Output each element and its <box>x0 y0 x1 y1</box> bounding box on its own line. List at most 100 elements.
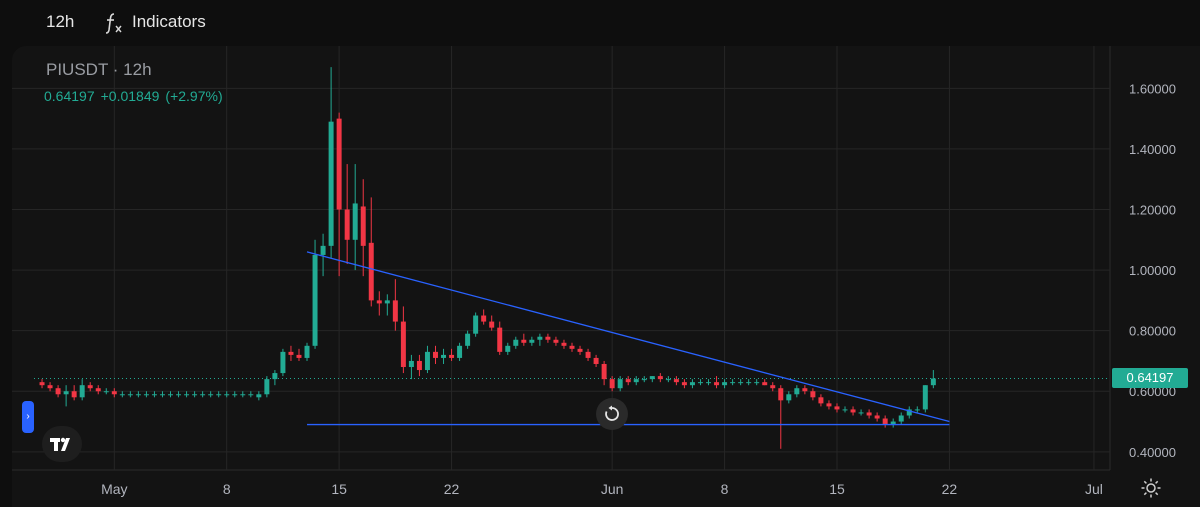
candle-body <box>625 379 631 383</box>
candle-body <box>111 391 117 395</box>
last-price-badge: 0.64197 <box>1112 368 1188 388</box>
candle-body <box>441 354 447 358</box>
candle <box>521 333 527 346</box>
tv-logo-icon <box>50 437 70 451</box>
candle <box>850 406 856 416</box>
indicators-button[interactable]: Indicators <box>132 12 206 31</box>
candle-body <box>376 300 382 304</box>
candle-body <box>71 391 77 398</box>
candle-body <box>449 354 455 358</box>
descending-trendline[interactable] <box>306 251 950 423</box>
candle <box>280 348 286 377</box>
candle <box>47 382 53 392</box>
indicators-icon[interactable] <box>102 11 124 35</box>
y-tick-label: 1.60000 <box>1129 81 1176 96</box>
reset-icon <box>605 405 619 421</box>
candle-body <box>208 394 214 396</box>
candle-body <box>272 373 278 380</box>
candle-body <box>352 203 358 240</box>
candle <box>320 233 326 277</box>
candle-body <box>55 388 61 395</box>
candle <box>433 345 438 364</box>
candle <box>802 385 808 395</box>
candle-body <box>890 421 896 425</box>
candle <box>545 333 551 343</box>
interval-button[interactable]: 12h <box>46 12 75 31</box>
candle-body <box>649 376 655 380</box>
candle <box>312 239 318 349</box>
candle-body <box>481 315 487 322</box>
candle-body <box>497 327 503 352</box>
candle-body <box>850 409 856 413</box>
candle <box>344 164 350 265</box>
candle-body <box>906 409 912 416</box>
candle <box>264 376 270 398</box>
candle-body <box>577 348 583 352</box>
candle-body <box>264 379 270 395</box>
reset-chart-button[interactable] <box>596 398 628 430</box>
candle-body <box>280 351 286 374</box>
candle <box>794 385 800 398</box>
candle-body <box>697 382 703 384</box>
settings-gear-icon[interactable] <box>1140 477 1162 499</box>
expand-panel-handle[interactable]: › <box>22 401 34 433</box>
candle-body <box>232 394 238 396</box>
candle-body <box>473 315 479 334</box>
chart-panel[interactable] <box>12 46 1200 507</box>
candle <box>842 406 848 413</box>
tradingview-logo[interactable] <box>42 426 82 462</box>
candle <box>722 379 728 389</box>
candle-body <box>176 394 182 396</box>
candle-body <box>922 385 928 410</box>
candle <box>392 279 398 331</box>
candle-body <box>95 388 101 392</box>
candle <box>778 385 784 449</box>
x-tick-label: May <box>101 481 127 497</box>
candle <box>762 379 768 386</box>
candle <box>39 379 45 389</box>
candle <box>617 376 623 392</box>
candle-body <box>601 363 607 380</box>
candle-body <box>79 385 85 398</box>
candle <box>224 391 230 398</box>
candle-body <box>818 397 824 404</box>
candle <box>914 406 920 413</box>
candle <box>689 379 695 389</box>
y-tick-label: 0.40000 <box>1129 445 1176 460</box>
y-tick-label: 0.80000 <box>1129 324 1176 339</box>
candle-body <box>617 379 623 389</box>
candle-body <box>457 345 463 358</box>
candle-body <box>87 385 93 389</box>
chevron-right-icon: › <box>26 411 30 422</box>
candle-body <box>368 242 374 301</box>
candle <box>184 391 190 398</box>
candle-body <box>505 345 511 352</box>
candle <box>376 291 382 316</box>
candle-body <box>192 394 198 396</box>
legend-last: 0.64197 <box>44 88 95 104</box>
candle <box>585 348 591 361</box>
candle-body <box>127 394 133 396</box>
candle <box>569 342 575 352</box>
candle <box>810 388 816 401</box>
candle <box>441 348 447 364</box>
candle <box>754 379 760 386</box>
candle <box>930 370 936 389</box>
candle-body <box>465 333 471 346</box>
candle <box>665 376 671 383</box>
candle-body <box>248 394 254 396</box>
candle-body <box>898 415 904 422</box>
candle-body <box>513 339 519 346</box>
y-tick-label: 1.20000 <box>1129 203 1176 218</box>
legend-change-pct: (+2.97%) <box>165 88 223 104</box>
candle <box>746 379 752 386</box>
candle <box>256 391 262 401</box>
candle <box>497 321 503 355</box>
candle-body <box>143 394 149 396</box>
candle-body <box>866 412 872 416</box>
candle-body <box>810 391 816 398</box>
candle <box>481 309 487 325</box>
candle-body <box>63 391 69 395</box>
candle-body <box>312 254 318 346</box>
